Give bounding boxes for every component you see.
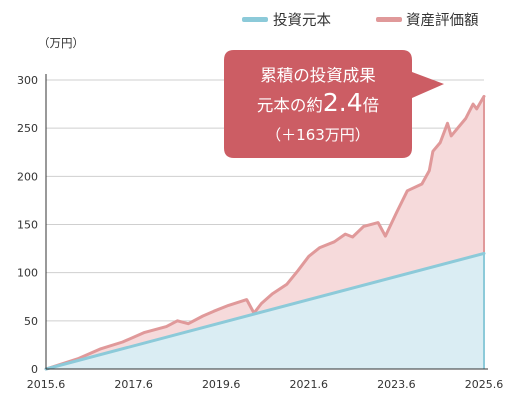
y-tick-label-250: 250	[17, 122, 38, 135]
callout-bubble	[224, 50, 444, 158]
x-tick-labels: 2015.6 2017.6 2019.6 2021.6 2023.6 2025.6	[27, 378, 504, 391]
callout: 累積の投資成果 元本の約2.4倍 （＋163万円）	[224, 50, 444, 158]
y-tick-label-200: 200	[17, 170, 38, 183]
legend-label-asset-value: 資産評価額	[406, 12, 479, 29]
x-tick-label-0: 2015.6	[27, 378, 66, 391]
callout-line-3: （＋163万円）	[266, 126, 370, 144]
y-unit-label: （万円）	[38, 36, 84, 50]
callout-ratio-value: 2.4	[323, 88, 363, 117]
y-tick-label-0: 0	[31, 363, 38, 376]
y-tick-labels: 0 50 100 150 200 250 300	[17, 74, 38, 376]
axes	[45, 74, 488, 370]
x-tick-label-1: 2017.6	[114, 378, 153, 391]
legend-swatch-principal	[242, 17, 268, 22]
principal-line	[44, 251, 486, 371]
callout-ratio-suffix: 倍	[363, 96, 380, 115]
y-tick-label-100: 100	[17, 267, 38, 280]
callout-ratio-prefix: 元本の約	[257, 96, 323, 115]
y-tick-label-150: 150	[17, 219, 38, 232]
x-tick-label-5: 2025.6	[465, 378, 504, 391]
callout-line-2: 元本の約2.4倍	[257, 88, 379, 117]
legend-swatch-asset-value	[376, 17, 402, 22]
x-tick-label-2: 2019.6	[202, 378, 241, 391]
legend: 投資元本 資産評価額	[242, 12, 479, 29]
legend-label-principal: 投資元本	[273, 12, 331, 29]
callout-line-1: 累積の投資成果	[260, 66, 376, 85]
y-tick-label-50: 50	[24, 315, 38, 328]
y-tick-label-300: 300	[17, 74, 38, 87]
x-tick-label-3: 2021.6	[290, 378, 329, 391]
x-tick-label-4: 2023.6	[377, 378, 416, 391]
series-areas	[44, 94, 486, 371]
asset-value-line	[44, 94, 486, 371]
